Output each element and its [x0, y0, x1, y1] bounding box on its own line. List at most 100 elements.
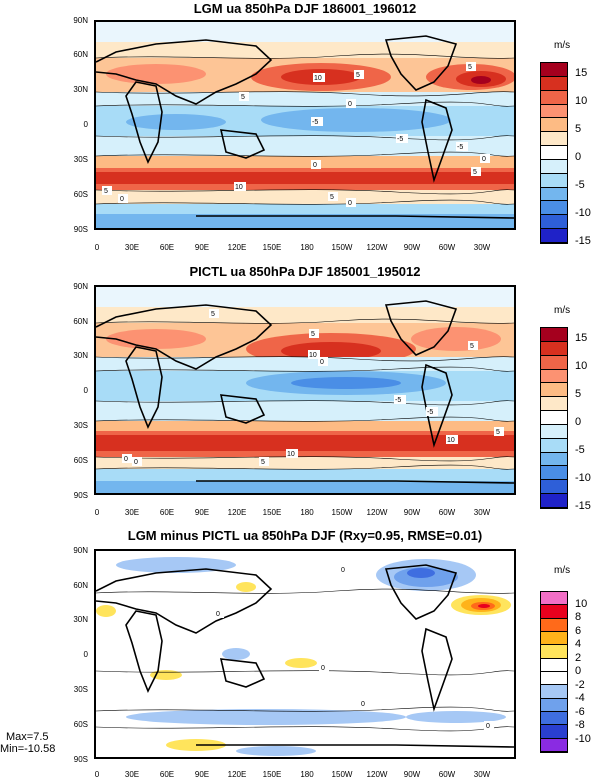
colorbar-swatch [541, 383, 567, 398]
lon-label: 0 [94, 243, 100, 252]
lon-label: 60W [438, 770, 456, 779]
colorbar-unit: m/s [554, 565, 571, 576]
contour-label: 0 [348, 101, 352, 108]
lat-label: 30N [73, 615, 88, 624]
lon-label: 180 [300, 508, 314, 517]
lon-label: 120E [227, 770, 247, 779]
colorbar-swatch [541, 76, 567, 91]
lon-label: 180 [300, 770, 314, 779]
colorbar-swatch [541, 738, 567, 752]
map-pictl: 5 5 10 5 -5 0 -5 0 10 5 10 5 0 [94, 285, 516, 495]
colorbar-label: 2 [575, 652, 582, 664]
colorbar-swatch [541, 480, 567, 495]
lon-label: 90W [403, 243, 421, 252]
lon-label: 30W [473, 243, 491, 252]
colorbar-swatch [541, 645, 567, 659]
lat-label: 90N [73, 16, 88, 25]
panel-title: PICTL ua 850hPa DJF 185001_195012 [189, 264, 421, 279]
lon-label: 90E [194, 770, 210, 779]
colorbar-swatch [541, 605, 567, 619]
lon-label: 120W [366, 243, 388, 252]
lon-label: 60E [159, 508, 175, 517]
lon-labels: 0 30E 60E 90E 120E 150E 180 150W 120W 90… [0, 508, 592, 520]
colorbar-difference [540, 591, 568, 753]
colorbar-swatch [541, 146, 567, 160]
colorbar-label: 0 [575, 665, 582, 677]
contour-label: 0 [313, 162, 317, 169]
lon-label: 120W [366, 770, 388, 779]
contour-label: 0 [124, 456, 128, 463]
colorbar-unit: m/s [554, 305, 571, 316]
colorbar-label: -2 [575, 679, 585, 691]
contour-label: 5 [473, 169, 477, 176]
lon-label: 30W [473, 770, 491, 779]
panel-title: LGM ua 850hPa DJF 186001_196012 [193, 1, 417, 16]
contour-label: 0 [120, 196, 124, 203]
colorbar-swatch [541, 698, 567, 712]
contour-label: -5 [312, 119, 318, 126]
lon-label: 150E [262, 243, 282, 252]
min-label: Min=-10.58 [0, 743, 56, 755]
max-label: Max=7.5 [6, 731, 49, 743]
contour-label: 5 [356, 72, 360, 79]
panel-title: LGM minus PICTL ua 850hPa DJF (Rxy=0.95,… [127, 528, 483, 543]
colorbar-swatch [541, 411, 567, 425]
lon-label: 150E [262, 508, 282, 517]
contour-label: 0 [348, 200, 352, 207]
lon-label: 180 [300, 243, 314, 252]
colorbar-swatch [541, 671, 567, 686]
lat-label: 90N [73, 282, 88, 291]
map-lgm: 5 5 10 5 -5 0 -5 0 -5 0 10 5 5 0 5 0 [94, 20, 516, 230]
contour-label: -5 [457, 144, 463, 151]
colorbar-label: 10 [575, 598, 588, 610]
colorbar-swatch [541, 201, 567, 216]
lon-label: 30E [124, 243, 140, 252]
colorbar-label: -10 [575, 472, 591, 484]
contour-label: -5 [397, 136, 403, 143]
colorbar-swatch [541, 466, 567, 481]
contour-label: 5 [468, 64, 472, 71]
colorbar-swatch [541, 215, 567, 230]
lat-label: 30S [73, 421, 88, 430]
colorbar-swatch [541, 369, 567, 384]
colorbar-swatch [541, 725, 567, 739]
lat-label: 30N [73, 85, 88, 94]
contour-label: 0 [361, 701, 365, 708]
contour-label: -5 [395, 397, 401, 404]
lon-label: 0 [94, 770, 100, 779]
lon-labels: 0 30E 60E 90E 120E 150E 180 150W 120W 90… [0, 243, 592, 255]
lon-label: 120W [366, 508, 388, 517]
lat-label: 0 [83, 120, 88, 129]
contour-label: 5 [261, 459, 265, 466]
contour-label: -5 [427, 409, 433, 416]
contour-label: 5 [241, 94, 245, 101]
lon-label: 60W [438, 243, 456, 252]
map-difference: 0 0 0 0 0 [94, 549, 516, 759]
contour-label: 10 [447, 437, 455, 444]
lon-label: 150W [331, 770, 353, 779]
lat-label: 0 [83, 650, 88, 659]
lon-label: 120E [227, 243, 247, 252]
colorbar-swatch [541, 711, 567, 726]
lon-label: 90E [194, 243, 210, 252]
colorbar-swatch [541, 173, 567, 188]
contour-label: 0 [320, 359, 324, 366]
lon-label: 120E [227, 508, 247, 517]
colorbar-lgm [540, 62, 568, 244]
lon-label: 0 [94, 508, 100, 517]
colorbar-swatch [541, 104, 567, 119]
lat-label: 60S [73, 720, 88, 729]
contour-label: 10 [287, 451, 295, 458]
colorbar-label: -8 [575, 719, 585, 731]
map-svg-lgm: 5 5 10 5 -5 0 -5 0 -5 0 10 5 5 0 5 0 [96, 22, 514, 228]
lat-label: 90S [73, 491, 88, 500]
colorbar-swatch [541, 438, 567, 453]
lat-label: 60N [73, 317, 88, 326]
colorbar-label: 0 [575, 151, 582, 163]
colorbar-label: -5 [575, 179, 585, 191]
colorbar-label: -4 [575, 692, 585, 704]
lon-label: 150W [331, 243, 353, 252]
colorbar-swatch [541, 63, 567, 77]
colorbar-swatch [541, 229, 567, 243]
lon-label: 90E [194, 508, 210, 517]
